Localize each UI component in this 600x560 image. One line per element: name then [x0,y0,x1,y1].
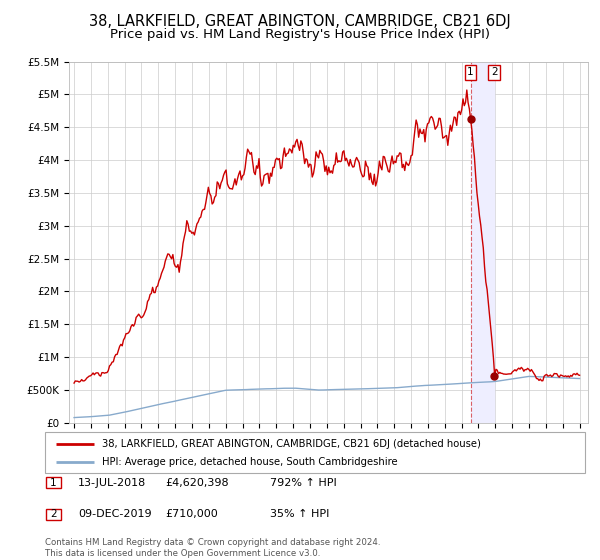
Text: 13-JUL-2018: 13-JUL-2018 [78,478,146,488]
Text: 38, LARKFIELD, GREAT ABINGTON, CAMBRIDGE, CB21 6DJ (detached house): 38, LARKFIELD, GREAT ABINGTON, CAMBRIDGE… [101,439,481,449]
FancyBboxPatch shape [45,432,585,473]
Bar [470,62,494,423]
Text: 35% ↑ HPI: 35% ↑ HPI [270,509,329,519]
Text: £4,620,398: £4,620,398 [165,478,229,488]
FancyBboxPatch shape [46,508,61,520]
Text: Contains HM Land Registry data © Crown copyright and database right 2024.
This d: Contains HM Land Registry data © Crown c… [45,538,380,558]
Text: HPI: Average price, detached house, South Cambridgeshire: HPI: Average price, detached house, Sout… [101,457,397,466]
Text: 09-DEC-2019: 09-DEC-2019 [78,509,152,519]
Text: 38, LARKFIELD, GREAT ABINGTON, CAMBRIDGE, CB21 6DJ: 38, LARKFIELD, GREAT ABINGTON, CAMBRIDGE… [89,14,511,29]
Text: 792% ↑ HPI: 792% ↑ HPI [270,478,337,488]
Text: 1: 1 [467,67,474,77]
Text: Price paid vs. HM Land Registry's House Price Index (HPI): Price paid vs. HM Land Registry's House … [110,28,490,41]
Text: 1: 1 [50,478,57,488]
Text: £710,000: £710,000 [165,509,218,519]
FancyBboxPatch shape [46,477,61,488]
Text: 2: 2 [50,509,57,519]
Text: 2: 2 [491,67,497,77]
